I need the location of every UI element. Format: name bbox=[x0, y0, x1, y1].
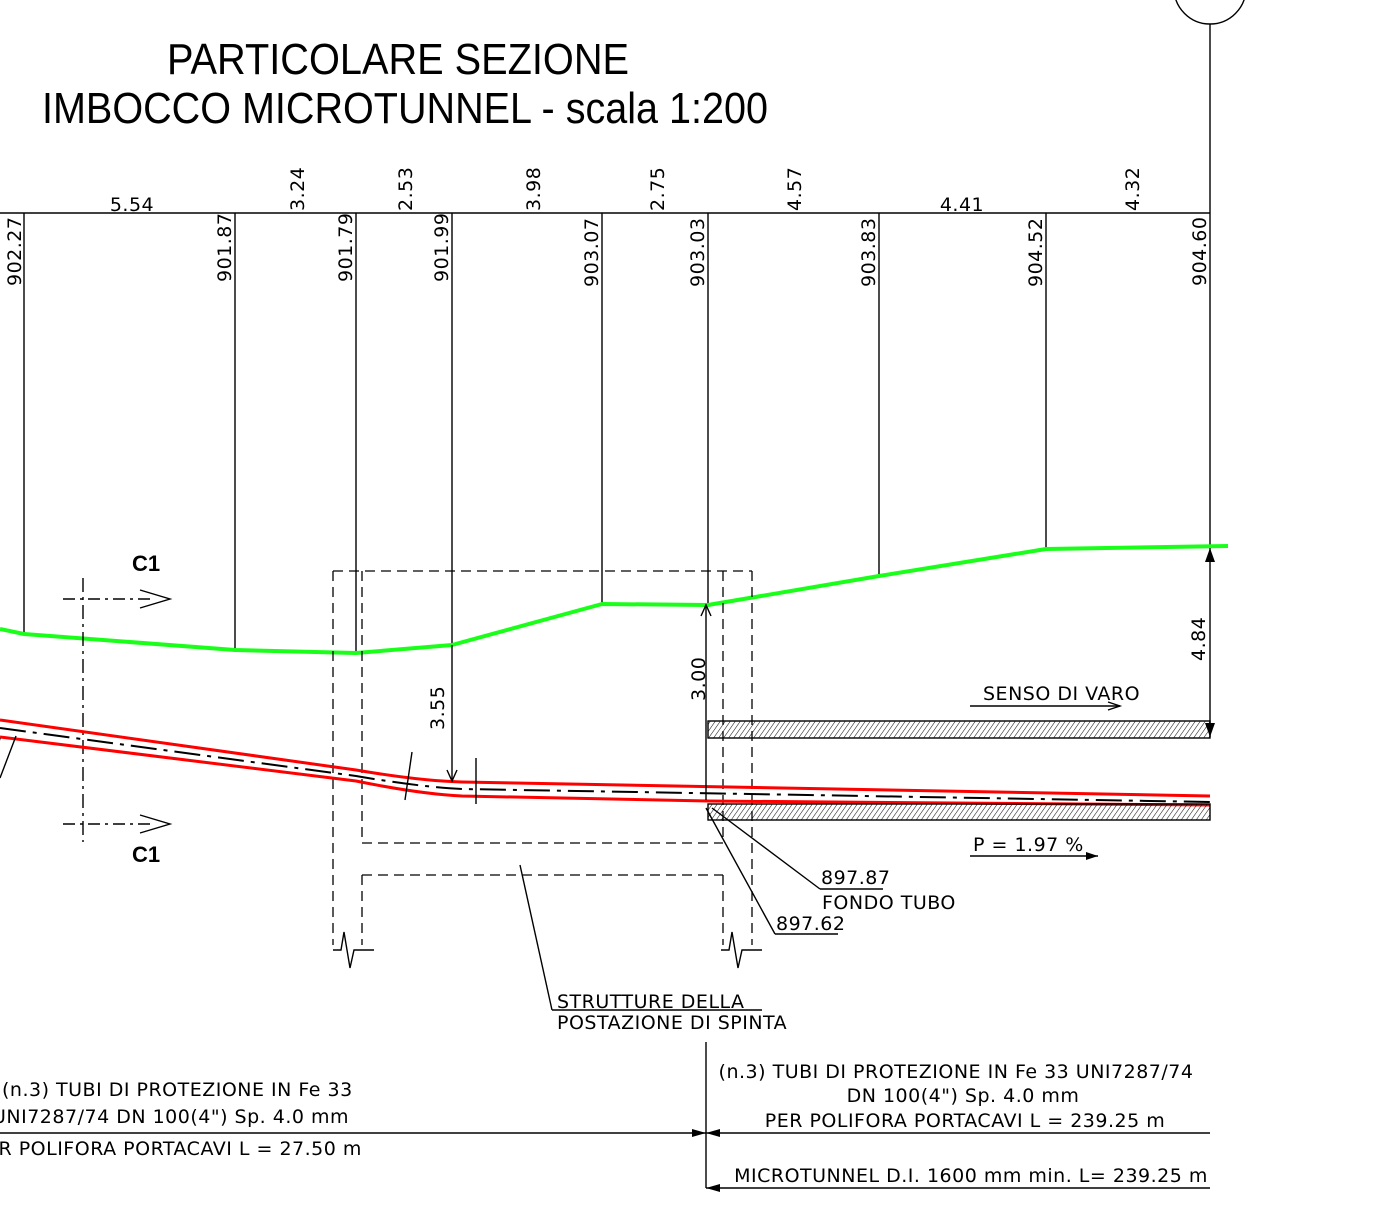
structures-label-line1: STRUTTURE DELLA bbox=[557, 991, 745, 1013]
pipe-bottom-elevation: 897.87 bbox=[821, 867, 890, 889]
dimension-depth-b: 3.00 bbox=[688, 657, 710, 701]
section-label-top: C1 bbox=[132, 551, 160, 576]
ground-elevation: 904.52 bbox=[1025, 218, 1047, 287]
partial-distance: 3.98 bbox=[523, 167, 545, 211]
shaft-bottom-elevation: 897.62 bbox=[776, 913, 845, 935]
thrust-shaft-structures bbox=[332, 570, 762, 969]
ground-elevation: 901.99 bbox=[431, 213, 453, 282]
dimension-4-84 bbox=[1205, 548, 1215, 737]
right-note-line3: PER POLIFORA PORTACAVI L = 239.25 m bbox=[765, 1110, 1166, 1132]
reference-circle bbox=[1175, 0, 1245, 25]
protection-tube-top bbox=[707, 720, 1211, 739]
dimension-3-55 bbox=[446, 645, 458, 783]
callout-leaders bbox=[519, 807, 883, 1011]
section-mark-c1 bbox=[63, 578, 173, 842]
right-note-line2: DN 100(4") Sp. 4.0 mm bbox=[847, 1085, 1080, 1107]
microtunnel-note: MICROTUNNEL D.I. 1600 mm min. L= 239.25 … bbox=[734, 1165, 1208, 1187]
partial-distance: 4.32 bbox=[1122, 167, 1144, 211]
partial-distance: 4.57 bbox=[784, 167, 806, 211]
left-note-line1: (n.3) TUBI DI PROTEZIONE IN Fe 33 bbox=[2, 1079, 353, 1101]
drawing-title-line2: IMBOCCO MICROTUNNEL - scala 1:200 bbox=[42, 84, 768, 133]
ground-elevation: 901.87 bbox=[214, 213, 236, 282]
partial-distance: 5.54 bbox=[110, 194, 154, 216]
left-note-line3: PER POLIFORA PORTACAVI L = 27.50 m bbox=[0, 1138, 362, 1160]
partial-distance: 2.75 bbox=[647, 167, 669, 211]
pipe-bottom-label: FONDO TUBO bbox=[822, 892, 956, 914]
dimension-depth-c: 4.84 bbox=[1188, 617, 1210, 661]
partial-distance: 4.41 bbox=[940, 194, 984, 216]
slope-label: P = 1.97 % bbox=[973, 834, 1084, 856]
dimension-3-00 bbox=[700, 603, 712, 617]
ground-elevation: 904.60 bbox=[1189, 217, 1211, 286]
drawing-title-line1: PARTICOLARE SEZIONE bbox=[167, 35, 629, 84]
section-label-bottom: C1 bbox=[132, 842, 160, 867]
partial-distance: 2.53 bbox=[395, 167, 417, 211]
ground-elevation: 903.83 bbox=[858, 218, 880, 287]
station-lines bbox=[23, 213, 1047, 653]
left-note-line2: UNI7287/74 DN 100(4") Sp. 4.0 mm bbox=[0, 1106, 349, 1128]
ground-elevation: 903.03 bbox=[687, 218, 709, 287]
ground-profile bbox=[0, 544, 1229, 655]
dimension-depth-a: 3.55 bbox=[427, 686, 449, 730]
right-note-line1: (n.3) TUBI DI PROTEZIONE IN Fe 33 UNI728… bbox=[719, 1061, 1194, 1083]
partial-distance: 3.24 bbox=[287, 167, 309, 211]
pipe-profile bbox=[0, 718, 1211, 807]
ground-elevation: 903.07 bbox=[581, 218, 603, 287]
drive-direction-label: SENSO DI VARO bbox=[983, 683, 1140, 705]
protection-tube-bottom bbox=[707, 803, 1211, 821]
ground-elevation: 901.79 bbox=[335, 213, 357, 282]
ground-elevation: 902.27 bbox=[4, 217, 26, 286]
structures-label-line2: POSTAZIONE DI SPINTA bbox=[557, 1012, 787, 1034]
